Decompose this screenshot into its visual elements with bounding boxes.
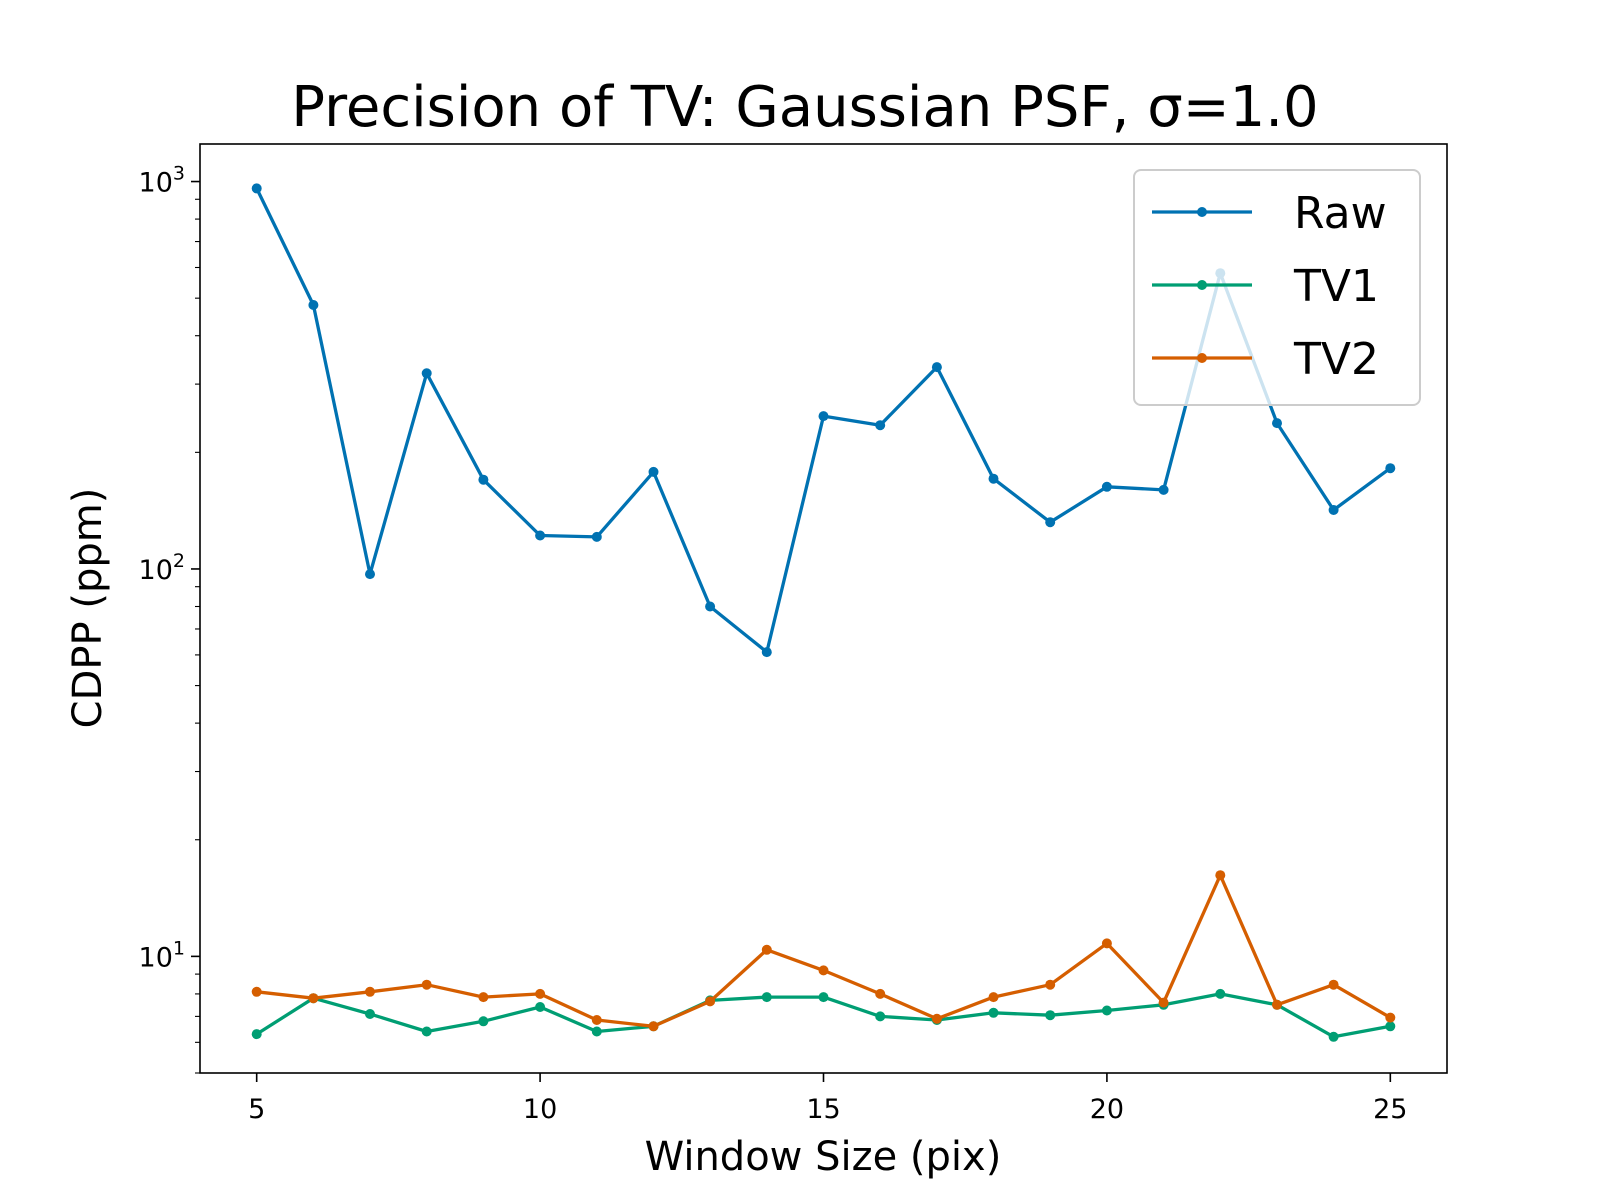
data-point-raw	[1328, 505, 1339, 515]
data-point-tv1	[1045, 1010, 1056, 1021]
data-point-tv2	[591, 1015, 602, 1025]
data-point-raw	[931, 362, 942, 373]
data-point-tv2	[1272, 999, 1282, 1010]
legend-label-raw: Raw	[1294, 188, 1387, 239]
data-point-raw	[1158, 484, 1169, 495]
data-point-tv1	[478, 1016, 489, 1027]
data-point-tv2	[478, 992, 489, 1003]
data-point-tv1	[875, 1011, 886, 1022]
y-tick-label: 101	[139, 937, 185, 973]
data-point-raw	[875, 420, 886, 431]
x-tick-label: 25	[1373, 1094, 1407, 1125]
data-point-tv1	[761, 992, 772, 1003]
data-point-tv2	[365, 986, 375, 997]
data-point-tv2	[308, 993, 319, 1004]
data-point-tv1	[251, 1029, 262, 1040]
data-point-raw	[818, 411, 829, 422]
data-point-tv2	[421, 979, 432, 990]
data-point-raw	[1101, 481, 1112, 492]
data-point-tv2	[1215, 870, 1226, 881]
data-point-tv1	[1215, 988, 1226, 999]
data-point-tv1	[421, 1026, 432, 1037]
legend-marker-tv2	[1197, 353, 1207, 363]
data-point-raw	[1385, 463, 1396, 474]
chart-title: Precision of TV: Gaussian PSF, σ=1.0	[291, 75, 1318, 140]
x-tick-label: 10	[523, 1094, 557, 1125]
data-point-raw	[365, 569, 375, 580]
data-point-tv1	[818, 992, 829, 1003]
data-point-raw	[591, 531, 602, 542]
data-point-tv2	[251, 986, 262, 997]
data-point-raw	[705, 601, 716, 612]
legend-label-tv1: TV1	[1293, 261, 1379, 312]
data-point-tv2	[1101, 938, 1112, 949]
data-point-tv2	[535, 988, 546, 999]
data-point-raw	[1272, 418, 1282, 429]
legend-marker-raw	[1197, 207, 1207, 217]
legend-marker-tv1	[1197, 280, 1207, 290]
data-point-raw	[421, 368, 432, 379]
data-point-tv2	[818, 965, 829, 976]
data-point-tv2	[875, 988, 886, 999]
y-axis-label: CDPP (ppm)	[65, 488, 111, 729]
data-point-tv2	[648, 1021, 659, 1032]
data-point-tv1	[1328, 1031, 1339, 1042]
x-tick-label: 5	[248, 1094, 265, 1125]
y-tick-label: 102	[139, 550, 185, 586]
data-point-raw	[1045, 517, 1056, 528]
data-point-raw	[478, 474, 489, 485]
data-point-raw	[988, 473, 999, 484]
data-point-raw	[761, 647, 772, 658]
x-tick-label: 15	[806, 1094, 840, 1125]
y-axis-ticks: 101 102 103	[139, 163, 200, 1074]
data-point-tv2	[705, 996, 716, 1007]
data-point-tv1	[535, 1002, 546, 1012]
x-axis-ticks: 5 10 15 20 25	[248, 1073, 1407, 1125]
data-point-tv2	[1045, 979, 1056, 990]
x-axis-label: Window Size (pix)	[645, 1134, 1002, 1180]
data-point-tv1	[988, 1007, 999, 1018]
data-point-tv1	[591, 1026, 602, 1037]
data-point-tv1	[1101, 1005, 1112, 1016]
data-point-tv1	[365, 1009, 375, 1019]
data-point-raw	[308, 300, 319, 310]
series-line-tv2	[256, 873, 1392, 1028]
data-point-tv1	[1385, 1021, 1396, 1032]
data-point-tv2	[761, 944, 772, 955]
data-point-tv2	[1385, 1012, 1396, 1023]
data-point-raw	[648, 466, 659, 477]
data-point-tv2	[1158, 997, 1169, 1008]
legend-box	[1133, 169, 1421, 406]
legend-label-tv2: TV2	[1293, 334, 1379, 385]
data-point-tv2	[988, 992, 999, 1003]
data-point-raw	[535, 530, 546, 541]
y-tick-label: 103	[139, 163, 185, 199]
x-tick-label: 20	[1090, 1094, 1124, 1125]
legend: Raw TV1 TV2	[1133, 169, 1421, 406]
data-point-tv2	[931, 1013, 942, 1024]
data-point-raw	[251, 183, 262, 194]
data-point-tv2	[1328, 979, 1339, 990]
